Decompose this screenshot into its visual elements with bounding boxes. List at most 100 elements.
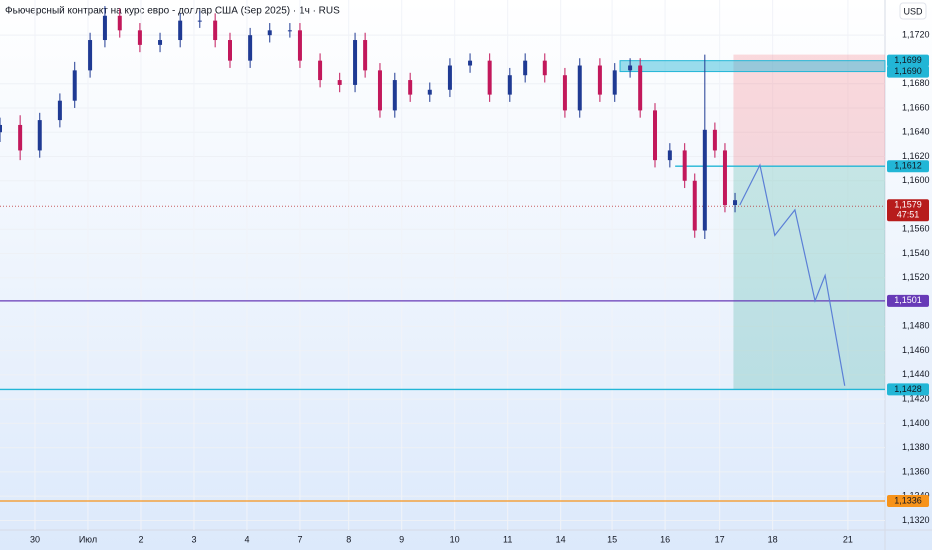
- candle-body: [628, 65, 633, 71]
- candle-body: [213, 20, 218, 41]
- x-tick-label: Июл: [79, 534, 97, 544]
- price-label-bg: [887, 199, 929, 222]
- candle-body: [72, 70, 77, 101]
- candle-body: [0, 124, 2, 133]
- candle-body: [487, 60, 492, 95]
- candle-body: [248, 35, 253, 61]
- y-tick-label: 1,1620: [902, 151, 930, 161]
- candle-body: [353, 40, 358, 85]
- price-label: 1,1579: [894, 200, 922, 210]
- y-tick-label: 1,1520: [902, 272, 930, 282]
- x-tick-label: 18: [768, 534, 778, 544]
- candle-body: [712, 129, 717, 151]
- y-tick-label: 1,1640: [902, 127, 930, 137]
- price-label: 1,1699: [894, 55, 922, 65]
- candle-body: [197, 20, 202, 22]
- y-tick-label: 1,1720: [902, 30, 930, 40]
- x-tick-label: 14: [556, 534, 566, 544]
- price-label: 1,1336: [894, 495, 922, 505]
- y-tick-label: 1,1440: [902, 369, 930, 379]
- candle-body: [597, 65, 602, 95]
- candle-body: [297, 30, 302, 61]
- x-tick-label: 11: [503, 534, 512, 544]
- candle-body: [377, 70, 382, 111]
- price-label-bg: [887, 54, 929, 67]
- candle-body: [692, 180, 697, 231]
- x-tick-label: 7: [297, 534, 302, 544]
- price-label: 1,1428: [894, 384, 922, 394]
- currency[interactable]: USD: [903, 6, 923, 16]
- candle-body: [102, 15, 107, 41]
- candle-body: [392, 80, 397, 111]
- candle-body: [468, 60, 473, 66]
- candle-body: [427, 89, 432, 95]
- y-tick-label: 1,1320: [902, 515, 930, 525]
- currency-button[interactable]: [899, 2, 927, 20]
- price-label-bg: [887, 160, 929, 173]
- candle-body: [137, 30, 142, 45]
- y-tick-label: 1,1600: [902, 175, 930, 185]
- x-tick-label: 2: [138, 534, 143, 544]
- price-label: 1,1501: [894, 295, 922, 305]
- x-tick-label: 17: [715, 534, 725, 544]
- chart-title: Фьючерсный контракт на курс евро - долла…: [5, 6, 340, 17]
- candle-body: [18, 124, 23, 151]
- y-tick-label: 1,1360: [902, 466, 930, 476]
- candle-body: [267, 30, 272, 36]
- x-tick-label: 30: [30, 534, 40, 544]
- price-label-bg: [887, 495, 929, 508]
- candle-body: [542, 60, 547, 76]
- candle-body: [733, 200, 738, 206]
- candle-body: [408, 80, 413, 95]
- candle-body: [178, 20, 183, 41]
- y-tick-label: 1,1420: [902, 394, 930, 404]
- price-label: 1,1612: [894, 161, 922, 171]
- y-tick-label: 1,1400: [902, 418, 930, 428]
- candle-body: [117, 15, 122, 31]
- candle-body: [158, 40, 163, 45]
- x-tick-label: 9: [399, 534, 404, 544]
- candle-body: [523, 60, 528, 76]
- candle-body: [722, 150, 727, 206]
- candle-body: [577, 65, 582, 111]
- y-tick-label: 1,1460: [902, 345, 930, 355]
- candle-body: [337, 80, 342, 85]
- x-tick-label: 16: [660, 534, 670, 544]
- candle-body: [363, 40, 368, 71]
- price-label-bg: [887, 65, 929, 78]
- x-tick-label: 3: [191, 534, 196, 544]
- x-tick-label: 4: [244, 534, 249, 544]
- x-tick-label: 10: [450, 534, 460, 544]
- y-tick-label: 1,1560: [902, 224, 930, 234]
- y-tick-label: 1,1660: [902, 102, 930, 112]
- candle-body: [88, 40, 93, 71]
- forecast-line: [739, 163, 846, 386]
- candle-body: [507, 75, 512, 95]
- price-label-bg: [887, 383, 929, 396]
- candle-body: [37, 120, 42, 151]
- y-tick-label: 1,1380: [902, 442, 930, 452]
- candle-body: [653, 110, 658, 161]
- candle-body: [682, 150, 687, 181]
- candle-body: [702, 129, 707, 231]
- candle-body: [318, 60, 323, 81]
- candle-body: [562, 75, 567, 111]
- target-zone: [733, 166, 885, 390]
- y-tick-label: 1,1540: [902, 248, 930, 258]
- candle-body: [667, 150, 672, 161]
- zone: [619, 60, 886, 73]
- candle-body: [57, 100, 62, 121]
- y-tick-label: 1,1680: [902, 78, 930, 88]
- y-tick-label: 1,1480: [902, 321, 930, 331]
- candle-body: [447, 65, 452, 90]
- candle-body: [227, 40, 232, 61]
- stop-zone: [733, 54, 885, 167]
- price-label: 1,1690: [894, 66, 922, 76]
- candle-body: [287, 30, 292, 32]
- x-tick-label: 15: [607, 534, 617, 544]
- x-tick-label: 21: [843, 534, 853, 544]
- countdown: 47:51: [897, 210, 920, 220]
- candle-body: [638, 65, 643, 111]
